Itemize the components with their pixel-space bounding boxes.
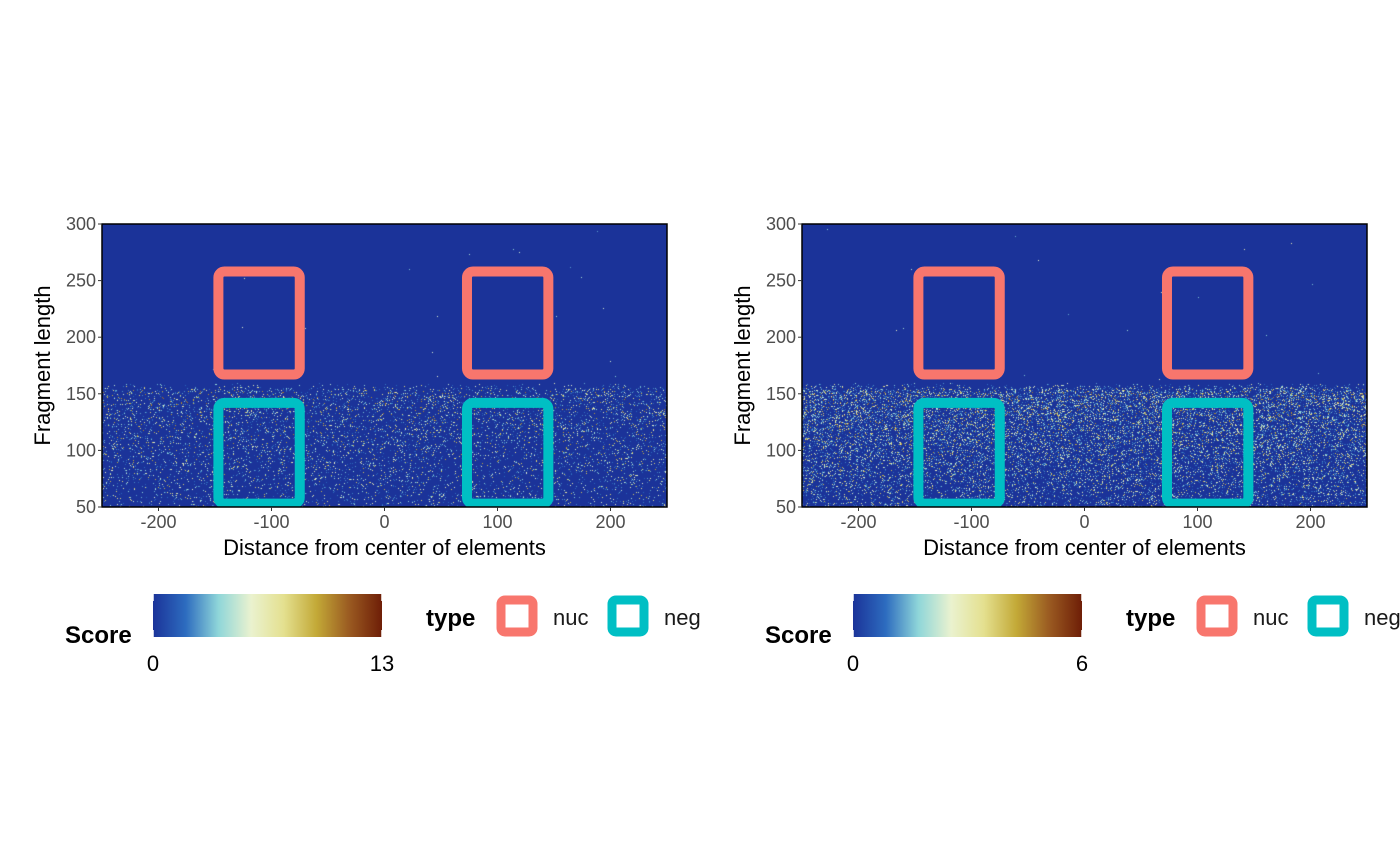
legend-label-neg: neg (664, 605, 701, 630)
colorbar (853, 594, 1082, 637)
y-tick-label: 50 (776, 497, 796, 517)
x-tick-label: 200 (595, 512, 625, 532)
type-legend-title: type (426, 605, 475, 632)
y-tick-label: 200 (766, 327, 796, 347)
y-axis-title: Fragment length (730, 285, 755, 445)
legend-key-nuc (1196, 595, 1238, 637)
colorbar-min-label: 0 (147, 651, 159, 676)
y-tick-label: 150 (766, 384, 796, 404)
y-tick-label: 100 (766, 440, 796, 460)
colorbar-title: Score (765, 622, 832, 649)
region-nuc-1 (213, 266, 305, 380)
x-tick-label: -100 (253, 512, 289, 532)
legend-key-neg (1307, 595, 1349, 637)
region-neg-4 (461, 397, 554, 507)
legend-label-nuc: nuc (1253, 605, 1288, 630)
x-tick-label: -200 (140, 512, 176, 532)
x-tick-label: -200 (840, 512, 876, 532)
x-tick-label: 200 (1295, 512, 1325, 532)
legend-key-neg (607, 595, 649, 637)
x-axis-title: Distance from center of elements (923, 535, 1246, 560)
legend-label-neg: neg (1364, 605, 1400, 630)
region-nuc-2 (1161, 266, 1254, 380)
heatmap-panel-1: -200 -100 0 100 200 50 100 150 200 250 300 Distance… (30, 214, 668, 560)
x-tick-label: 100 (482, 512, 512, 532)
y-tick-label: 250 (766, 271, 796, 291)
colorbar-title: Score (65, 622, 132, 649)
y-tick-label: 200 (66, 327, 96, 347)
region-nuc-2 (461, 266, 554, 380)
heatmap-cells (102, 224, 667, 507)
y-tick-label: 50 (76, 497, 96, 517)
region-neg-3 (913, 397, 1005, 507)
x-tick-label: 0 (1079, 512, 1089, 532)
type-legend-title: type (1126, 605, 1175, 632)
x-tick-label: 100 (1182, 512, 1212, 532)
legend-key-nuc (496, 595, 538, 637)
y-tick-label: 300 (766, 214, 796, 234)
colorbar-max-label: 13 (370, 651, 394, 676)
region-nuc-1 (913, 266, 1005, 380)
legend-label-nuc: nuc (553, 605, 588, 630)
region-neg-3 (213, 397, 305, 507)
y-axis-title: Fragment length (30, 285, 55, 445)
y-tick-label: 250 (66, 271, 96, 291)
y-tick-label: 300 (66, 214, 96, 234)
x-tick-label: -100 (953, 512, 989, 532)
legend-panel-2: Score 0 6 type nuc neg (765, 594, 1400, 676)
heatmap-cells (802, 224, 1367, 507)
y-tick-label: 150 (66, 384, 96, 404)
heatmap-panel-2: -200 -100 0 100 200 50 100 150 200 250 300 Distance… (730, 214, 1368, 560)
x-tick-label: 0 (379, 512, 389, 532)
colorbar (153, 594, 382, 637)
x-axis-title: Distance from center of elements (223, 535, 546, 560)
region-neg-4 (1161, 397, 1254, 507)
legend-panel-1: Score 0 13 type nuc neg (65, 594, 701, 676)
colorbar-max-label: 6 (1076, 651, 1088, 676)
colorbar-min-label: 0 (847, 651, 859, 676)
y-tick-label: 100 (66, 440, 96, 460)
